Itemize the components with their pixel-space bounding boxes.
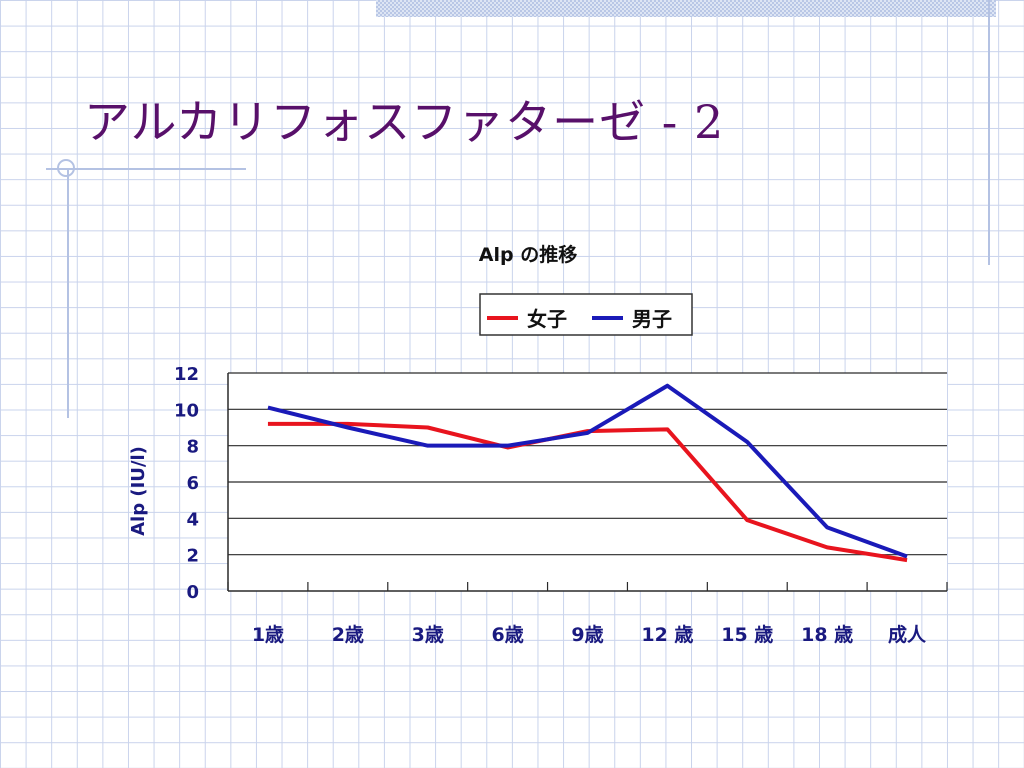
chart-title: Alp の推移: [479, 243, 577, 266]
y-axis-label: Alp (IU/l): [128, 446, 149, 536]
x-tick-label: 3歳: [412, 624, 444, 646]
series-lines: [267, 383, 908, 563]
legend-label-boys: 男子: [632, 307, 672, 331]
x-tick-label: 2歳: [332, 624, 364, 646]
slide-title: アルカリフォスファターゼ - 2: [84, 95, 725, 149]
series-line-boys: [267, 383, 908, 559]
left-decorative-line: [67, 168, 69, 418]
y-tick-label: 2: [186, 546, 199, 567]
x-tick-label: 18 歳: [801, 624, 853, 646]
y-tick-labels: 0 2 4 6 8 10 12: [174, 364, 199, 603]
right-decorative-line: [988, 0, 990, 265]
x-tick-labels: 1歳 2歳 3歳 6歳 9歳 12 歳 15 歳 18 歳 成人: [252, 623, 927, 646]
top-decorative-band: [376, 0, 996, 17]
title-underline-decoration: [46, 168, 246, 170]
x-tick-label: 9歳: [571, 624, 603, 646]
y-tick-label: 12: [174, 364, 199, 385]
legend-label-girls: 女子: [527, 307, 567, 331]
axes: [227, 373, 948, 592]
decorative-ring: [57, 159, 75, 177]
x-tick-label: 15 歳: [721, 624, 773, 646]
x-tick-label: 12 歳: [641, 624, 693, 646]
y-tick-label: 10: [174, 400, 199, 421]
y-tick-label: 8: [186, 437, 199, 458]
y-tick-label: 0: [186, 582, 199, 603]
legend-box: [479, 293, 693, 336]
gridlines: [228, 372, 947, 591]
y-tick-label: 6: [186, 473, 199, 494]
x-tick-label: 成人: [888, 623, 927, 646]
x-tick-label: 6歳: [491, 624, 523, 646]
y-tick-label: 4: [186, 509, 199, 530]
legend: 女子 男子: [479, 293, 693, 336]
x-tick-label: 1歳: [252, 624, 284, 646]
